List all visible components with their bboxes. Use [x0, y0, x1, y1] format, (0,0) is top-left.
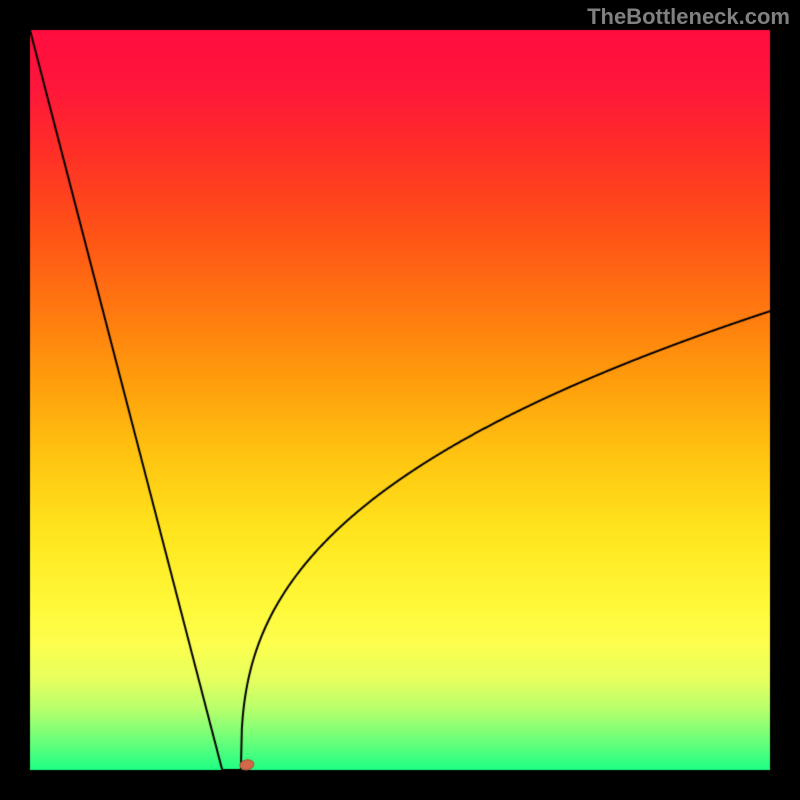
chart-container: TheBottleneck.com — [0, 0, 800, 800]
bottleneck-chart-canvas — [0, 0, 800, 800]
watermark-label: TheBottleneck.com — [587, 4, 790, 30]
